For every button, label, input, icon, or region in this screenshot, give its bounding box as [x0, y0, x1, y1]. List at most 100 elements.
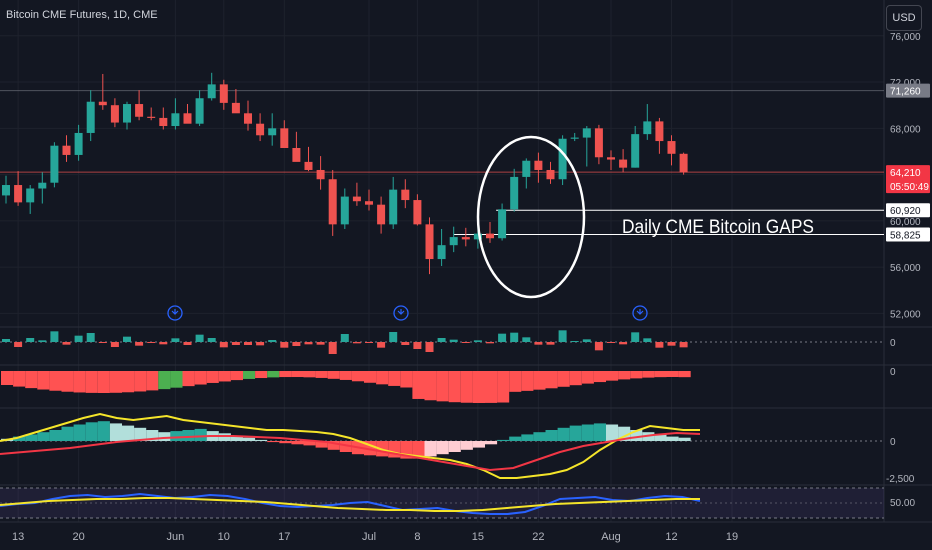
- macd-zero-label: 0: [890, 437, 896, 448]
- candle-body: [304, 161, 313, 170]
- candle-body: [510, 176, 519, 210]
- time-axis-label: 12: [665, 531, 677, 543]
- indicator1-bar: [316, 342, 325, 345]
- currency-button[interactable]: USD: [886, 5, 922, 31]
- macd-histogram-bar: [291, 441, 304, 445]
- indicator2-bar: [182, 371, 195, 387]
- indicator1-bar: [486, 342, 494, 344]
- candle-body: [280, 128, 289, 148]
- candle-body: [135, 104, 144, 117]
- indicator1-bar: [183, 342, 192, 345]
- candle-body: [147, 116, 156, 118]
- macd-histogram-bar: [49, 430, 62, 441]
- indicator1-bar: [607, 342, 615, 343]
- indicator2-bar: [533, 371, 546, 390]
- candle-body: [619, 159, 628, 168]
- indicator2-bar: [267, 371, 280, 378]
- indicator2-bar: [73, 371, 86, 393]
- indicator1-bar: [304, 342, 313, 345]
- indicator1-bar: [86, 333, 95, 342]
- indicator1-bar: [667, 342, 676, 346]
- indicator2-bar: [618, 371, 631, 380]
- indicator1-bar: [292, 342, 301, 346]
- macd-histogram-bar: [606, 424, 619, 441]
- indicator1-bar: [679, 342, 688, 348]
- indicator1-bar: [473, 340, 482, 342]
- macd-histogram-bar: [134, 427, 147, 441]
- indicator1-bar: [171, 338, 180, 342]
- indicator1-bar: [510, 332, 519, 342]
- indicator1-bar: [425, 342, 434, 352]
- macd-histogram-bar: [485, 441, 498, 445]
- price-tick-label: 72,000: [890, 78, 921, 89]
- candle-body: [50, 145, 59, 183]
- macd-histogram-bar: [158, 432, 171, 441]
- indicator2-bar: [351, 371, 364, 382]
- indicator1-bar: [643, 338, 652, 342]
- candle-body: [268, 128, 277, 136]
- macd-histogram-bar: [279, 441, 292, 444]
- indicator1-bar: [328, 342, 337, 354]
- candle-body: [498, 209, 507, 239]
- candle-body: [534, 160, 543, 170]
- indicator1-bar: [123, 336, 131, 342]
- indicator2-bar: [460, 371, 473, 403]
- rsi-line: [0, 492, 701, 515]
- indicator1-bar: [147, 342, 156, 343]
- event-arrow-icon: [171, 309, 179, 315]
- indicator1-bar: [582, 339, 591, 342]
- macd-histogram-bar: [61, 426, 74, 441]
- indicator1-bar: [655, 342, 664, 348]
- candle-body: [607, 157, 615, 160]
- indicator2-bar: [218, 371, 231, 382]
- macd-histogram-bar: [122, 425, 135, 441]
- indicator2-bar: [279, 371, 292, 378]
- price-tick-label: 68,000: [890, 124, 921, 135]
- indicator1-bar: [268, 340, 277, 342]
- candle-body: [171, 113, 180, 127]
- indicator1-bar: [619, 342, 628, 345]
- macd-histogram-bar: [97, 421, 110, 441]
- macd-histogram-bar: [303, 441, 316, 446]
- indicator2-bar: [146, 371, 159, 391]
- macd-histogram-bar: [243, 437, 256, 441]
- candle-body: [14, 185, 23, 203]
- indicator1-bar: [449, 339, 458, 342]
- candle-body: [449, 237, 458, 246]
- event-marker-icon: [167, 305, 183, 321]
- indicator2-bar: [436, 371, 449, 402]
- gap-circle-annotation: [476, 135, 586, 299]
- price-tick-label: 60,000: [890, 217, 921, 228]
- candle-body: [292, 148, 301, 162]
- candle-body: [2, 185, 10, 196]
- indicator1-bar: [62, 342, 71, 345]
- macd-histogram-bar: [593, 423, 606, 441]
- macd-histogram-bar: [509, 436, 522, 441]
- indicator2-bar: [255, 371, 268, 379]
- candle-body: [631, 134, 640, 168]
- indicator1-bar: [244, 342, 252, 345]
- macd-histogram-bar: [533, 432, 546, 441]
- indicator2-bar: [61, 371, 74, 392]
- indicator1-bar: [231, 342, 240, 345]
- macd-histogram-bar: [424, 441, 437, 457]
- indicator1-bar: [14, 342, 23, 347]
- indicator2-bar: [593, 371, 606, 383]
- indicator2-bar: [315, 371, 328, 378]
- macd-histogram-bar: [218, 433, 231, 441]
- indicator1-bar: [558, 330, 567, 342]
- indicator2-bar: [606, 371, 619, 381]
- candle-body: [401, 189, 410, 201]
- indicator2-bar: [630, 371, 643, 379]
- indicator2-bar: [485, 371, 498, 403]
- time-axis-label: 20: [72, 531, 84, 543]
- time-axis-label: 10: [218, 531, 230, 543]
- indicator2-bar: [424, 371, 437, 401]
- time-axis-label: 8: [414, 531, 420, 543]
- time-axis-label: 22: [532, 531, 544, 543]
- indicator2-bar: [581, 371, 594, 384]
- candle-body: [389, 189, 398, 225]
- indicator1-bar: [135, 342, 144, 346]
- macd-line: [0, 412, 700, 479]
